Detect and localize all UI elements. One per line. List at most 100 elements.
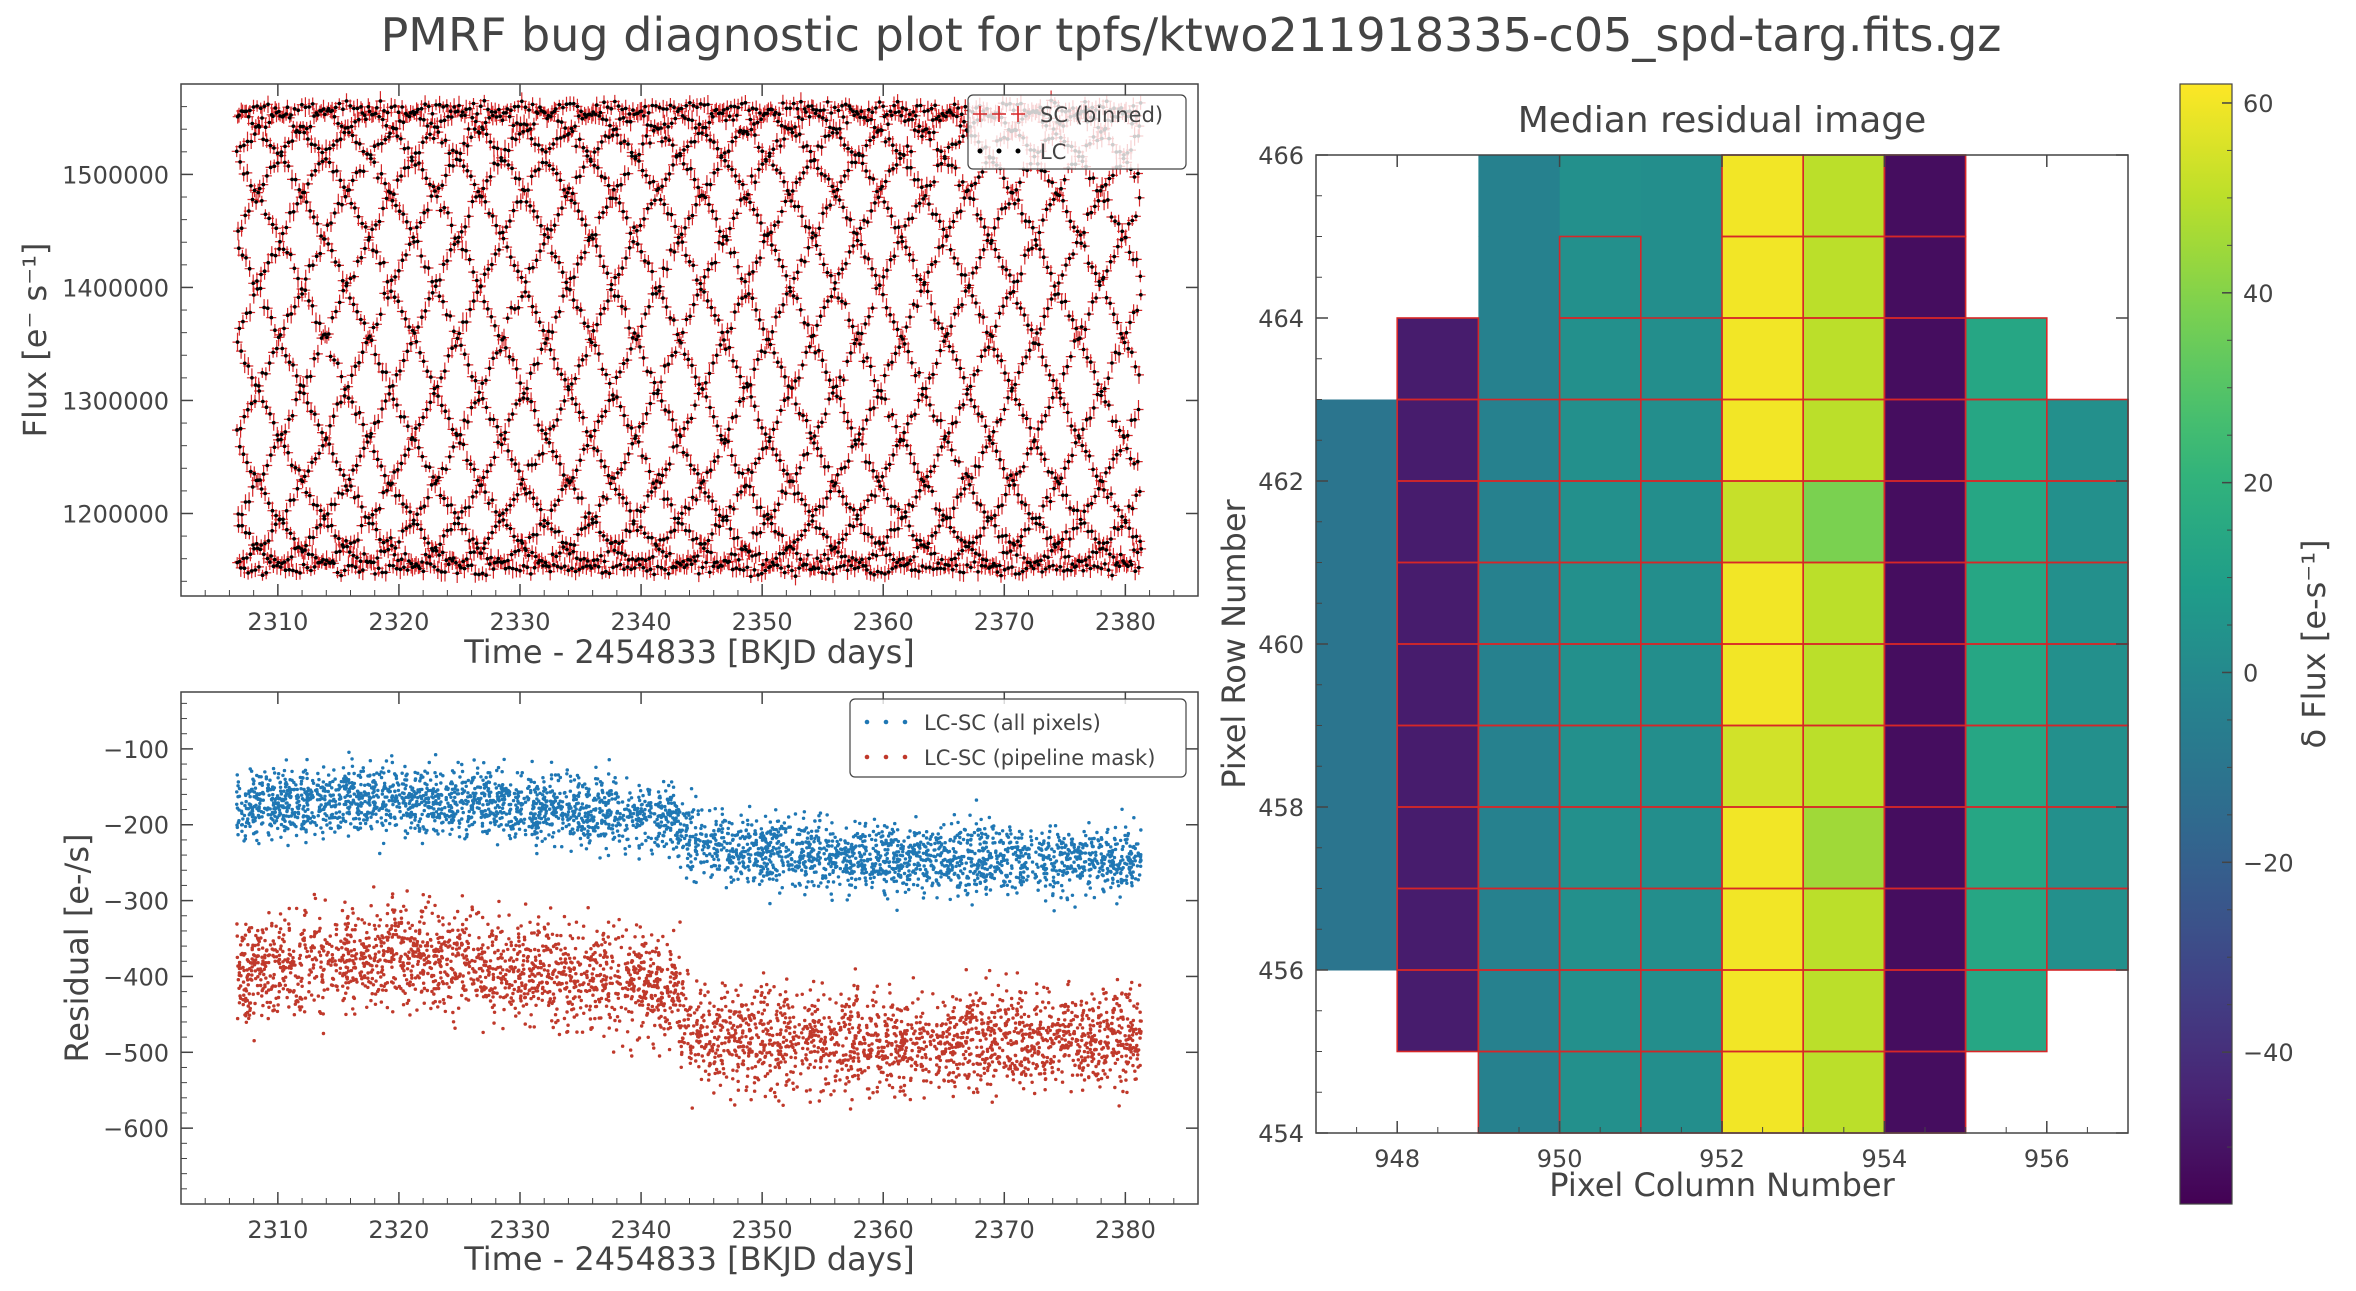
heatmap-cell	[1478, 155, 1561, 237]
heatmap-cell	[1640, 807, 1723, 889]
heatmap-cell	[1478, 399, 1561, 482]
heatmap-cell	[1884, 562, 1967, 645]
heatmap-cell	[1722, 970, 1804, 1052]
heatmap-cell	[1640, 1051, 1723, 1134]
y-tick-label: 1500000	[62, 161, 169, 189]
heatmap-cell	[1803, 888, 1885, 971]
legend-errorbar-marker	[1011, 106, 1025, 122]
heatmap-cell	[1803, 562, 1885, 645]
heatmap-title: Median residual image	[1518, 100, 1927, 141]
heatmap-cell	[1640, 236, 1723, 319]
heatmap-cell	[1478, 1051, 1561, 1134]
y-tick-label: −400	[103, 963, 169, 991]
x-tick-label: 2330	[489, 1216, 550, 1244]
heatmap-cell	[1884, 644, 1967, 726]
heatmap-cell	[1559, 318, 1642, 400]
x-tick-label: 2310	[247, 1216, 308, 1244]
x-axis-label: Time - 2454833 [BKJD days]	[463, 1240, 915, 1278]
y-axis-label: Flux [e⁻ s⁻¹]	[16, 243, 54, 438]
y-tick-label: −200	[103, 812, 169, 840]
lightcurve-points	[231, 90, 1147, 586]
residual-image-panel: 948 950 952 954 956 454 456 458 460 462 464 466 Medi…	[1215, 100, 2129, 1204]
heatmap-cell	[1316, 481, 1398, 563]
heatmap-cell	[1559, 562, 1642, 645]
y-axis-label: Residual [e-/s]	[58, 834, 96, 1063]
heatmap-cell	[1965, 807, 2048, 889]
colorbar-tick-label: 40	[2243, 280, 2274, 308]
legend-marker	[864, 719, 870, 725]
axes-frame	[1315, 154, 2129, 1134]
y-tick-label: 454	[1258, 1120, 1304, 1148]
heatmap-cell	[2046, 399, 2129, 482]
heatmap-cell	[1640, 888, 1723, 971]
legend-marker	[883, 754, 889, 760]
legend-dot-marker	[996, 148, 1002, 154]
heatmap-cell	[1397, 970, 1479, 1052]
legend-marker	[902, 754, 908, 760]
heatmap-cell	[1722, 318, 1804, 400]
heatmap-cell	[1722, 236, 1804, 319]
colorbar-tick-label: −40	[2243, 1039, 2294, 1067]
y-axis-label: Pixel Row Number	[1215, 498, 1253, 788]
heatmap-cell	[1316, 399, 1398, 482]
heatmap-cell	[1884, 970, 1967, 1052]
x-tick-label: 2370	[974, 608, 1035, 636]
x-tick-label: 2360	[853, 1216, 914, 1244]
legend-box	[849, 698, 1187, 778]
x-tick-label: 956	[2024, 1145, 2070, 1173]
colorbar: 60 40 20 0 −20 −40 δ Flux [e-s⁻¹]	[2179, 83, 2333, 1205]
heatmap-cell	[1803, 236, 1885, 319]
heatmap-cell	[1640, 318, 1723, 400]
y-tick-label: 458	[1258, 794, 1304, 822]
colorbar-tick-label: 0	[2243, 659, 2258, 687]
x-tick-label: 2310	[247, 608, 308, 636]
lightcurve-panel: 2310 2320 2330 2340 2350 2360 2370 2380 1200000 1…	[16, 83, 1199, 671]
x-tick-label: 2380	[1095, 608, 1156, 636]
heatmap-cell	[1803, 644, 1885, 726]
legend-errorbar-marker	[973, 106, 987, 122]
heatmap-cell	[1559, 236, 1642, 319]
y-tick-label: 460	[1258, 631, 1304, 659]
heatmap-cell	[1559, 1051, 1642, 1134]
legend-marker	[902, 719, 908, 725]
heatmap-cell	[1640, 725, 1723, 808]
x-axis-label: Pixel Column Number	[1549, 1166, 1895, 1204]
heatmap-cell	[1965, 888, 2048, 971]
heatmap-cell	[1722, 725, 1804, 808]
y-tick-label: −300	[103, 888, 169, 916]
legend-marker	[883, 719, 889, 725]
heatmap-cell	[1803, 970, 1885, 1052]
heatmap-cell	[1965, 562, 2048, 645]
heatmap-cell	[1884, 725, 1967, 808]
heatmap-cell	[1965, 725, 2048, 808]
legend: SC (binned) LC	[967, 94, 1187, 170]
heatmap-cell	[1722, 1051, 1804, 1134]
heatmap-cell	[1803, 399, 1885, 482]
x-tick-label: 2370	[974, 1216, 1035, 1244]
legend-label: SC (binned)	[1040, 103, 1163, 127]
legend-dot-marker	[1015, 148, 1021, 154]
heatmap-cell	[1559, 155, 1642, 237]
y-tick-label: −100	[103, 736, 169, 764]
heatmap-cell	[2046, 888, 2129, 971]
legend-errorbar-marker	[992, 106, 1006, 122]
heatmap-cell	[1316, 888, 1398, 971]
heatmap-cell	[2046, 562, 2129, 645]
heatmap-cell	[1803, 318, 1885, 400]
heatmap-cell	[1803, 155, 1885, 237]
heatmap-cell	[1884, 236, 1967, 319]
heatmap-cell	[1478, 562, 1561, 645]
heatmap-cell	[1478, 481, 1561, 563]
pixel-mask-cell	[1558, 235, 1642, 319]
heatmap-cell	[1965, 481, 2048, 563]
heatmap-cell	[1884, 888, 1967, 971]
heatmap-cell	[1965, 399, 2048, 482]
legend-label: LC	[1040, 140, 1066, 164]
colorbar-tick-label: −20	[2243, 849, 2294, 877]
axes-frame	[180, 83, 1199, 597]
heatmap-cell	[1803, 725, 1885, 808]
legend-label: LC-SC (pipeline mask)	[924, 746, 1155, 770]
heatmap-cell	[2046, 644, 2129, 726]
heatmap-cell	[1722, 644, 1804, 726]
